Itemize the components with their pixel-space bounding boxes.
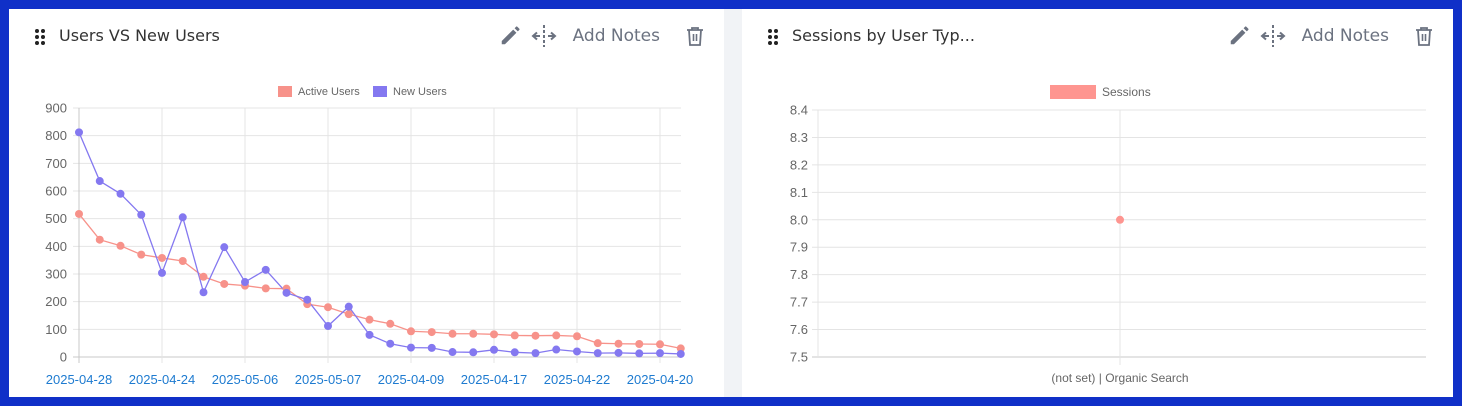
svg-text:Active Users: Active Users (298, 86, 360, 98)
svg-text:500: 500 (45, 211, 67, 226)
svg-text:2025-04-09: 2025-04-09 (378, 372, 445, 387)
svg-text:800: 800 (45, 128, 67, 143)
svg-text:7.8: 7.8 (790, 267, 808, 282)
svg-text:2025-04-22: 2025-04-22 (544, 372, 611, 387)
svg-text:7.5: 7.5 (790, 350, 808, 365)
svg-text:New Users: New Users (393, 86, 447, 98)
svg-text:200: 200 (45, 294, 67, 309)
dashboard-canvas: Users VS New Users Add Notes 0 100 200 300 4… (9, 9, 1453, 397)
trash-icon[interactable] (1411, 23, 1437, 49)
svg-text:2025-05-06: 2025-05-06 (212, 372, 279, 387)
widget-title: Users VS New Users (59, 26, 220, 45)
widget-actions: Add Notes (489, 23, 708, 49)
widget-users-vs-new-users: Users VS New Users Add Notes 0 100 200 300 4… (9, 9, 724, 397)
svg-text:8.4: 8.4 (790, 103, 808, 118)
trash-icon[interactable] (682, 23, 708, 49)
svg-text:7.6: 7.6 (790, 322, 808, 337)
svg-text:900: 900 (45, 101, 67, 116)
svg-text:400: 400 (45, 239, 67, 254)
svg-text:300: 300 (45, 267, 67, 282)
svg-text:2025-04-17: 2025-04-17 (461, 372, 528, 387)
svg-text:8.0: 8.0 (790, 212, 808, 227)
sessions-line-chart: 7.5 7.6 7.7 7.8 7.9 8.0 8.1 8.2 8.3 8.4 (not set) … (790, 85, 1426, 385)
svg-text:8.2: 8.2 (790, 157, 808, 172)
move-horizontal-icon[interactable] (1260, 23, 1286, 49)
widget-sessions-by-user-type: Sessions by User Typ... Add Notes 7.5 7.6… (742, 9, 1453, 397)
svg-text:(not set) | Organic Search: (not set) | Organic Search (1051, 371, 1188, 385)
svg-text:8.1: 8.1 (790, 185, 808, 200)
svg-text:8.3: 8.3 (790, 130, 808, 145)
svg-text:700: 700 (45, 156, 67, 171)
svg-text:7.9: 7.9 (790, 240, 808, 255)
svg-text:Sessions: Sessions (1102, 85, 1151, 99)
pencil-icon[interactable] (497, 23, 523, 49)
svg-text:2025-04-20: 2025-04-20 (627, 372, 694, 387)
add-notes-button[interactable]: Add Notes (572, 26, 660, 46)
svg-text:2025-04-28: 2025-04-28 (46, 372, 113, 387)
widget-actions: Add Notes (1218, 23, 1437, 49)
users-line-chart: 0 100 200 300 400 500 600 700 800 900 2025-04-28 20… (45, 86, 694, 387)
svg-text:100: 100 (45, 322, 67, 337)
svg-text:600: 600 (45, 184, 67, 199)
svg-text:7.7: 7.7 (790, 295, 808, 310)
move-horizontal-icon[interactable] (531, 23, 557, 49)
drag-handle-icon[interactable] (768, 29, 778, 45)
widget-title: Sessions by User Typ... (792, 26, 975, 45)
add-notes-button[interactable]: Add Notes (1301, 26, 1389, 46)
drag-handle-icon[interactable] (35, 29, 45, 45)
svg-text:0: 0 (60, 350, 67, 365)
svg-text:2025-05-07: 2025-05-07 (295, 372, 362, 387)
pencil-icon[interactable] (1226, 23, 1252, 49)
svg-text:2025-04-24: 2025-04-24 (129, 372, 196, 387)
